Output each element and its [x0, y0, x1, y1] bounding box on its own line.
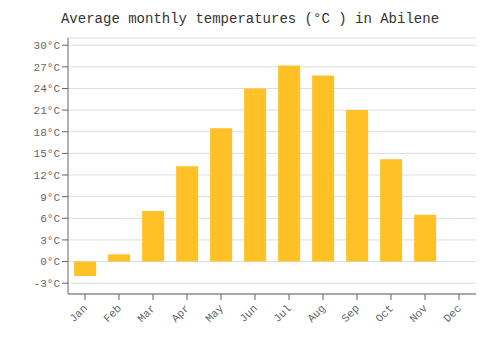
- svg-text:12°C: 12°C: [34, 170, 61, 182]
- svg-text:Aug: Aug: [305, 302, 327, 324]
- svg-text:27°C: 27°C: [34, 62, 61, 74]
- svg-text:May: May: [203, 302, 226, 325]
- svg-text:18°C: 18°C: [34, 127, 61, 139]
- svg-text:15°C: 15°C: [34, 148, 61, 160]
- svg-text:Sep: Sep: [339, 302, 361, 324]
- svg-text:Dec: Dec: [441, 302, 463, 324]
- svg-text:6°C: 6°C: [40, 213, 60, 225]
- svg-text:30°C: 30°C: [34, 40, 61, 52]
- html-text:Average monthly temperatures (: Average monthly temperatures (°C ) in Ab…: [61, 11, 439, 27]
- svg-text:9°C: 9°C: [40, 192, 60, 204]
- svg-text:Feb: Feb: [101, 302, 123, 324]
- svg-text:Jul: Jul: [271, 302, 293, 324]
- svg-text:21°C: 21°C: [34, 105, 61, 117]
- svg-text:Jan: Jan: [67, 302, 89, 324]
- svg-text:-3°C: -3°C: [34, 278, 61, 290]
- svg-text:0°C: 0°C: [40, 256, 60, 268]
- svg-text:Apr: Apr: [169, 302, 191, 324]
- svg-text:Oct: Oct: [373, 302, 395, 324]
- svg-text:Nov: Nov: [407, 302, 430, 325]
- svg-text:Jun: Jun: [237, 302, 259, 324]
- svg-text:Mar: Mar: [135, 302, 157, 324]
- svg-text:3°C: 3°C: [40, 235, 60, 247]
- svg-text:24°C: 24°C: [34, 83, 61, 95]
